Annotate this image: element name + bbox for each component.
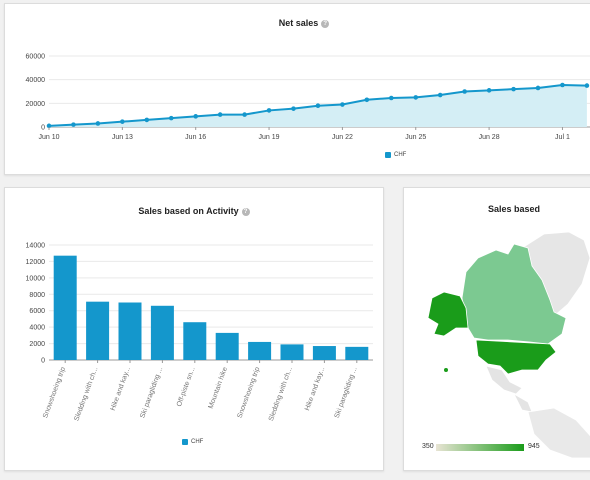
x-tick-label: Hike and kay... — [304, 366, 326, 411]
y-tick-label: 40000 — [26, 77, 46, 84]
x-tick-label: Sledding with ch... — [268, 366, 294, 422]
bar — [345, 346, 369, 360]
world-map[interactable] — [404, 188, 590, 471]
map-region-alaska — [427, 291, 469, 337]
data-point — [168, 115, 174, 121]
data-point — [437, 92, 443, 98]
map-region-south-america — [527, 407, 590, 459]
data-point — [315, 103, 321, 108]
color-scale-bar — [436, 444, 524, 451]
activity-chart: 0 2000 4000 6000 8000 10000 12000 14000 Snowshoe… — [26, 243, 373, 422]
data-point — [462, 89, 467, 94]
map-region-canada — [461, 243, 567, 345]
bar — [183, 322, 207, 360]
y-tick-label: 0 — [41, 125, 45, 132]
data-point — [217, 112, 223, 117]
data-point — [144, 117, 150, 123]
map-region-hawaii — [444, 368, 448, 372]
activity-title: Sales based on Activity? — [5, 206, 383, 216]
x-tick-label: Jun 13 — [112, 134, 133, 141]
activity-legend[interactable]: CHF — [182, 439, 203, 445]
x-tick-label: Jun 19 — [259, 134, 280, 141]
help-icon[interactable]: ? — [241, 207, 250, 216]
x-tick-label: Jun 28 — [479, 134, 500, 141]
net-sales-title: Net sales? — [5, 18, 590, 28]
data-point — [413, 95, 419, 100]
geo-card: Sales based 350 945 — [403, 187, 590, 471]
net-sales-chart: 0 20000 40000 60000 Jun 10 Jun 13 Jun 16 Jun 19… — [26, 54, 590, 141]
net-sales-title-text: Net sales — [278, 18, 319, 28]
x-tick-label: Sledding with ch... — [73, 366, 99, 422]
data-point — [584, 83, 590, 88]
help-icon[interactable]: ? — [321, 19, 330, 28]
data-point — [291, 106, 296, 111]
data-point — [120, 119, 125, 124]
x-tick-label: Jun 10 — [38, 134, 59, 141]
y-tick-label: 4000 — [29, 325, 45, 332]
legend-label: CHF — [394, 152, 407, 158]
bar — [150, 305, 174, 360]
legend-label: CHF — [191, 439, 204, 445]
scale-max-label: 945 — [528, 443, 540, 450]
map-region-mexico — [485, 365, 523, 395]
data-point — [46, 123, 52, 129]
net-sales-legend[interactable]: CHF — [385, 152, 406, 158]
legend-swatch — [182, 439, 188, 445]
map-region-usa — [475, 339, 557, 375]
activity-title-text: Sales based on Activity — [138, 206, 239, 216]
data-point — [389, 95, 394, 101]
legend-swatch — [385, 152, 391, 158]
data-point — [535, 85, 541, 91]
y-tick-label: 8000 — [29, 292, 45, 299]
data-point — [71, 122, 76, 127]
data-point — [193, 114, 198, 119]
y-tick-label: 2000 — [29, 341, 45, 348]
bar — [248, 341, 272, 360]
x-tick-label: Hike and kay... — [110, 366, 132, 411]
bar — [118, 302, 142, 360]
data-point — [364, 97, 370, 103]
data-point — [511, 86, 516, 92]
bar — [215, 332, 239, 360]
map-region-central-america — [513, 392, 533, 413]
x-tick-label: Jun 22 — [332, 134, 353, 141]
bar — [280, 344, 304, 360]
y-tick-label: 10000 — [26, 275, 46, 282]
y-tick-label: 60000 — [26, 54, 46, 61]
geo-title: Sales based — [487, 204, 541, 214]
scale-min-label: 350 — [422, 443, 434, 450]
x-tick-label: Off-piste sn... — [176, 366, 197, 407]
bar — [312, 346, 336, 360]
data-point — [486, 88, 492, 93]
x-tick-label: Jun 25 — [405, 134, 426, 141]
y-tick-label: 12000 — [26, 259, 46, 266]
data-point — [266, 108, 272, 113]
y-tick-label: 0 — [41, 358, 45, 365]
x-tick-label: Jun 16 — [185, 134, 206, 141]
x-tick-label: Ski paragliding ... — [139, 366, 164, 419]
data-point — [340, 102, 345, 107]
activity-card: Sales based on Activity? 0 2000 4000 6000 80… — [4, 187, 384, 471]
x-tick-label: Jul 1 — [555, 134, 570, 141]
x-tick-label: Mountain hike — [208, 366, 230, 409]
y-tick-label: 14000 — [26, 243, 46, 250]
x-tick-label: Snowshoeing trip — [237, 366, 262, 419]
data-point — [95, 121, 101, 126]
net-sales-card: Net sales? 0 20000 40000 60000 Jun 10 Jun 13 J… — [4, 3, 590, 175]
y-tick-label: 6000 — [29, 308, 45, 315]
data-point — [560, 82, 565, 88]
y-tick-label: 20000 — [26, 101, 46, 108]
x-tick-label: Ski paragliding ... — [334, 366, 359, 419]
x-tick-label: Snowshoeing trip — [42, 366, 67, 419]
bar — [86, 301, 110, 360]
data-point — [242, 112, 247, 117]
bar — [53, 255, 77, 360]
